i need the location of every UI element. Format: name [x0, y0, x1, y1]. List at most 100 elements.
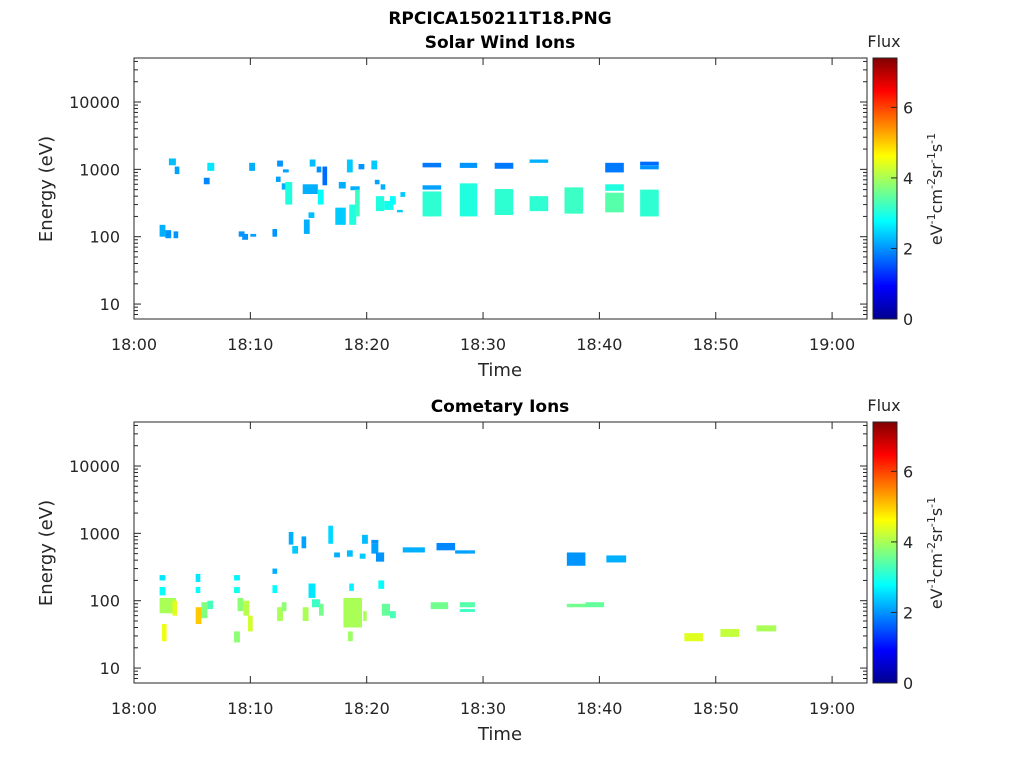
heatmap-cell: [371, 543, 379, 554]
heatmap-cell: [207, 600, 214, 610]
heatmap-cell: [720, 629, 740, 637]
heatmap-cell: [308, 583, 316, 598]
x-tick-label: 18:40: [576, 335, 622, 354]
colorbar-ticks: 0 2 4 6: [891, 98, 913, 329]
heatmap-cell: [161, 624, 167, 642]
heatmap-cell: [459, 609, 475, 612]
panel-title: Solar Wind Ions: [425, 33, 576, 53]
x-axis-label: Time: [477, 724, 522, 745]
heatmap-cell: [316, 166, 322, 173]
plot-frame: [133, 421, 868, 684]
heatmap-cell: [338, 181, 346, 189]
heatmap-cell: [376, 552, 385, 562]
heatmap-cell: [272, 585, 278, 594]
heatmap-cell: [436, 542, 456, 551]
heatmap-cell: [494, 189, 514, 216]
heatmap-cell: [400, 192, 406, 197]
heatmap-cell: [173, 231, 179, 239]
heatmap-cell: [159, 597, 176, 614]
heatmap-cell: [564, 187, 584, 214]
x-tick-label: 19:00: [809, 699, 855, 718]
heatmap-cell: [494, 162, 514, 169]
x-tick-label: 18:30: [460, 335, 506, 354]
heatmap-cell: [159, 586, 166, 596]
heatmap-cell: [207, 162, 215, 171]
heatmap-cell: [288, 531, 294, 545]
heatmap-cell: [234, 575, 240, 581]
heatmap-cell: [249, 162, 256, 171]
heatmap-cell: [272, 229, 278, 237]
heatmap-cell: [529, 196, 549, 212]
y-tick-label: 100: [89, 592, 120, 611]
y-tick-label: 10000: [69, 457, 120, 476]
heatmap-cell: [359, 553, 366, 559]
x-tick-label: 19:00: [809, 335, 855, 354]
heatmap-cell: [334, 552, 340, 558]
colorbar: Flux 0 2 4 6 eV-1cm-2sr-1s-1: [867, 396, 946, 693]
y-axis-label: Energy (eV): [36, 136, 57, 242]
heatmap-cell: [248, 615, 253, 632]
x-tick-label: 18:30: [460, 699, 506, 718]
x-tick-label: 18:50: [693, 699, 739, 718]
heatmap-cell: [309, 159, 316, 167]
heatmap-cell: [459, 162, 478, 168]
x-tick-label: 18:10: [227, 699, 273, 718]
heatmap-cell: [566, 603, 586, 608]
heatmap-cell: [378, 580, 385, 589]
heatmap-cell: [174, 166, 180, 175]
heatmap-cell: [606, 555, 627, 563]
plot-frame: [133, 57, 868, 320]
heatmap-cell: [234, 586, 240, 594]
colorbar-tick-label: 2: [903, 603, 913, 622]
heatmap-cell: [371, 160, 378, 170]
heatmap-cell: [172, 600, 178, 616]
heatmap-cell: [346, 550, 353, 557]
heatmap-cell: [349, 583, 354, 591]
heatmap-cell: [380, 184, 386, 190]
heatmap-cell: [281, 602, 287, 612]
x-tick-label: 18:00: [111, 335, 157, 354]
y-axis-label: Energy (eV): [36, 500, 57, 606]
heatmap-cell: [529, 159, 549, 163]
heatmap-cell: [348, 631, 353, 642]
heatmap-cell: [350, 186, 360, 191]
heatmap-cell: [349, 204, 357, 225]
x-tick-label: 18:40: [576, 699, 622, 718]
colorbar-title: Flux: [867, 396, 900, 415]
figure-title: RPCICA150211T18.PNG: [388, 9, 611, 29]
heatmap-cell: [277, 607, 283, 621]
heatmap-cell: [302, 607, 309, 621]
heatmap-cell: [459, 183, 478, 217]
heatmap-cell: [159, 575, 166, 581]
heatmap-cell: [585, 602, 605, 608]
colorbar-ticks: 0 2 4 6: [891, 462, 913, 693]
heatmap-cell: [422, 162, 442, 168]
x-tick-label: 18:50: [693, 335, 739, 354]
heatmap-cell: [201, 602, 208, 619]
x-tick-label: 18:10: [227, 335, 273, 354]
heatmap-cell: [605, 184, 624, 191]
x-axis: 18:00 18:10 18:20 18:30 18:40 18:50 19:00: [111, 422, 855, 718]
heatmap-cell: [363, 611, 367, 621]
panel-solar-wind: Solar Wind Ions Energy (eV) Time 1010010…: [36, 32, 946, 381]
heatmap-cells: [159, 525, 777, 643]
colorbar-tick-label: 4: [903, 533, 913, 552]
heatmap-cell: [282, 169, 289, 173]
heatmap-cell: [285, 181, 293, 205]
heatmap-cell: [455, 550, 475, 554]
x-axis: 18:00 18:10 18:20 18:30 18:40 18:50 19:00: [111, 58, 855, 354]
y-tick-label: 1000: [79, 524, 120, 543]
heatmap-cell: [312, 599, 321, 608]
heatmap-cell: [335, 207, 346, 225]
colorbar-tick-label: 6: [903, 98, 913, 117]
heatmap-cell: [272, 568, 278, 574]
heatmap-cell: [281, 183, 287, 190]
heatmap-cell: [308, 212, 315, 218]
heatmap-cell: [684, 633, 703, 642]
heatmap-cell: [371, 539, 379, 544]
panel-title: Cometary Ions: [431, 397, 570, 417]
heatmap-cell: [275, 176, 281, 182]
y-tick-label: 1000: [79, 160, 120, 179]
y-tick-label: 10: [100, 295, 120, 314]
